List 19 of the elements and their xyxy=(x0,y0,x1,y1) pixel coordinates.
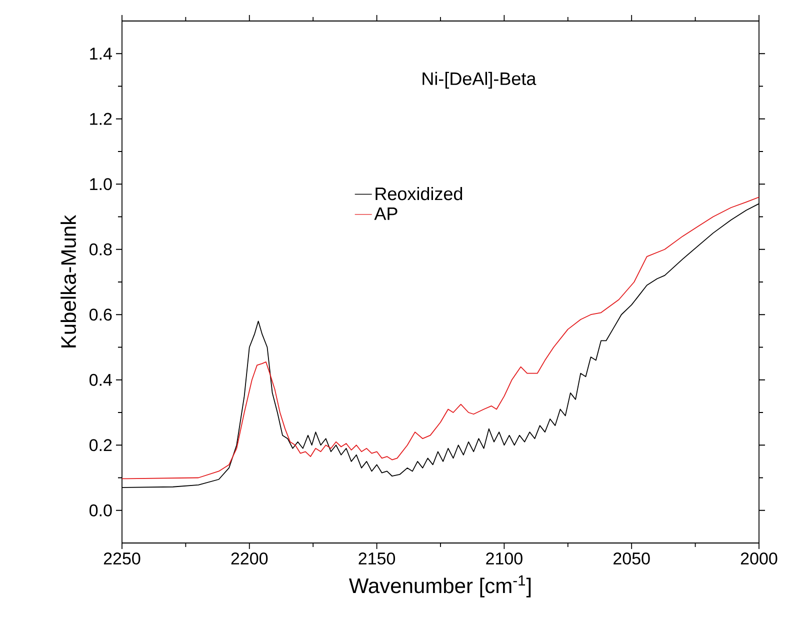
legend-label: Reoxidized xyxy=(376,186,462,200)
x-tick-label: 2050 xyxy=(614,552,650,565)
y-tick-label: 0.6 xyxy=(90,308,112,321)
text: Ni-[DeAl]-Beta xyxy=(422,72,536,89)
y-tick-label: 0.0 xyxy=(90,504,112,516)
y-tick-label: 1.0 xyxy=(90,178,112,190)
y-axis-title: Kubelka-Munk xyxy=(60,214,76,348)
y-tick-label: 0.8 xyxy=(90,243,112,256)
y-tick-label: 1.2 xyxy=(90,112,112,125)
y-tick-label: 0.2 xyxy=(90,439,112,452)
y-tick-label: 1.4 xyxy=(90,48,112,60)
x-tick-label: 2250 xyxy=(104,552,140,565)
x-tick-label: 2150 xyxy=(358,552,396,565)
x-axis-title: Wavenumber [cm$^{-1}$] xyxy=(349,575,531,598)
legend-label: AP xyxy=(374,208,398,220)
x-tick-label: 2100 xyxy=(486,552,522,565)
y-tick-label: 0.4 xyxy=(90,374,112,386)
x-tick-label: 2000 xyxy=(740,552,778,565)
x-tick-label: 2200 xyxy=(231,552,268,565)
